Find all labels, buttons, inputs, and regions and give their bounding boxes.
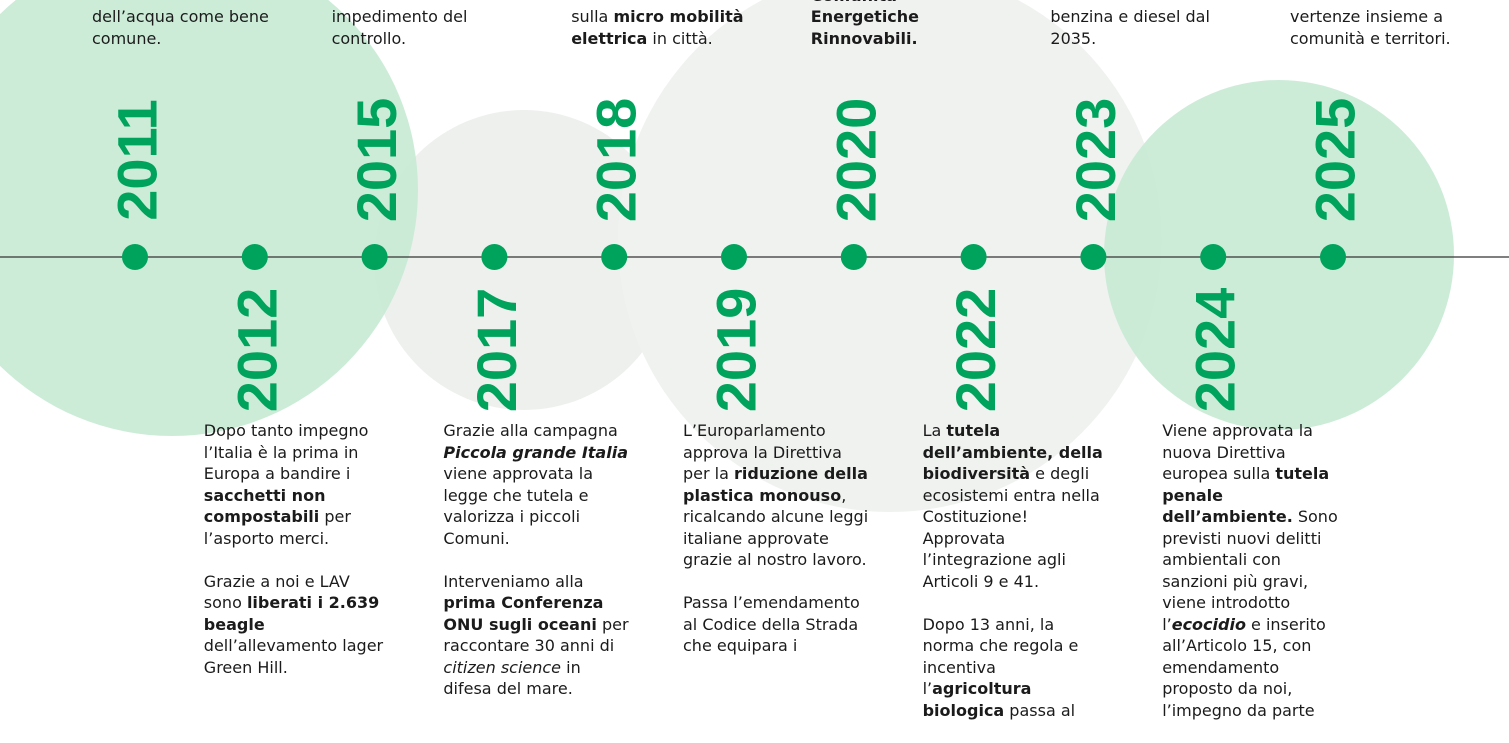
event-text: La tutela dell’ambiente, della biodivers… (923, 420, 1109, 721)
year-label: 2012 (225, 288, 288, 413)
text-run: tutela penale dell’ambiente. (1162, 464, 1330, 526)
text-run: ecocidio (1171, 614, 1246, 634)
text-run: Sono previsti nuovi delitti ambientali c… (1162, 507, 1338, 634)
timeline-dot (1200, 244, 1227, 270)
paragraph: Dopo tanto impegno l’Italia è la prima i… (204, 420, 390, 549)
timeline-dot (601, 244, 628, 270)
text-run: impedimento del controllo. (331, 7, 468, 48)
paragraph: Dopo 13 anni, la norma che regola e ince… (923, 614, 1109, 722)
text-run: e inserito all’Articolo 15, con emendame… (1162, 614, 1326, 720)
text-run: dell’allevamento lager Green Hill. (203, 636, 384, 677)
timeline-dot (840, 244, 867, 270)
event-text: L’Europarlamento approva la Direttiva pe… (683, 420, 869, 657)
year-label: 2018 (585, 98, 648, 223)
timeline-dot (960, 244, 987, 270)
text-run: tutela dell’ambiente, della biodiversità (922, 421, 1103, 483)
paragraph: dell’acqua come bene comune. (92, 6, 278, 49)
event-text: Grazie alla campagna Piccola grande Ital… (443, 420, 629, 700)
text-run: sacchetti non compostabili (203, 485, 326, 527)
event-text: benzina e diesel dal 2035. (1050, 6, 1236, 49)
text-run: riduzione della plastica monouso (683, 464, 868, 505)
timeline-dot (481, 244, 508, 270)
paragraph: Interveniamo alla prima Conferenza ONU s… (443, 571, 629, 700)
paragraph: sulla micro mobilità elettrica in città. (571, 6, 757, 49)
paragraph: impedimento del controllo. (332, 6, 518, 49)
text-run: per raccontare 30 anni di (443, 614, 629, 656)
text-run: Piccola grande Italia (443, 442, 628, 462)
text-run: sulla (571, 7, 614, 26)
paragraph: L’Europarlamento approva la Direttiva pe… (683, 420, 869, 571)
year-label: 2020 (824, 98, 887, 223)
text-run: L’Europarlamento approva la Direttiva pe… (683, 421, 842, 483)
paragraph: Grazie alla campagna Piccola grande Ital… (443, 420, 629, 549)
timeline-dot (721, 244, 747, 270)
text-run: micro mobilità elettrica (571, 7, 744, 48)
text-run: Viene approvata la nuova Direttiva europ… (1162, 421, 1313, 483)
year-label: 2019 (705, 288, 768, 413)
decor-circle (374, 110, 674, 410)
paragraph: benzina e diesel dal 2035. (1050, 6, 1236, 49)
year-label: 2011 (106, 99, 169, 221)
paragraph: La tutela dell’ambiente, della biodivers… (923, 420, 1109, 592)
text-run: agricoltura biologica (922, 679, 1032, 720)
text-run: prima Conferenza ONU sugli oceani (443, 593, 604, 634)
decor-circle (0, 0, 418, 436)
timeline-dot (1080, 244, 1107, 270)
paragraph: Passa l’emendamento al Codice della Stra… (683, 592, 869, 657)
text-run: passa al (1004, 700, 1076, 720)
timeline-dot (122, 244, 148, 270)
text-run: viene approvata la legge che tutela e va… (443, 464, 594, 548)
text-run: Comunità Energetiche Rinnovabili. (810, 0, 920, 48)
text-run: Dopo tanto impegno l’Italia è la prima i… (203, 421, 369, 483)
year-label: 2024 (1184, 288, 1247, 413)
paragraph: Grazie a noi e LAV sono liberati i 2.639… (204, 571, 390, 679)
event-text: Comunità Energetiche Rinnovabili. (811, 0, 997, 49)
text-run: , ricalcando alcune leggi italiane appro… (683, 485, 869, 570)
text-run: liberati i 2.639 beagle (203, 593, 380, 634)
text-run: La (922, 421, 947, 440)
text-run: per l’asporto merci. (203, 507, 351, 548)
event-text: impedimento del controllo. (332, 6, 518, 49)
decor-circle (618, 0, 1162, 512)
text-run: dell’acqua come bene comune. (92, 7, 269, 48)
event-text: dell’acqua come bene comune. (92, 6, 278, 49)
decor-circle (1104, 80, 1454, 430)
year-label: 2025 (1304, 98, 1367, 223)
event-text: vertenze insieme a comunità e territori. (1290, 6, 1476, 49)
event-text: Viene approvata la nuova Direttiva europ… (1162, 420, 1348, 721)
timeline-dot (241, 244, 268, 270)
year-label: 2017 (465, 288, 528, 413)
year-label: 2022 (944, 288, 1007, 413)
text-run: Interveniamo alla (443, 571, 584, 591)
paragraph: vertenze insieme a comunità e territori. (1290, 6, 1476, 49)
paragraph: Viene approvata la nuova Direttiva europ… (1162, 420, 1348, 721)
event-text: sulla micro mobilità elettrica in città. (571, 6, 757, 49)
timeline-dot (1320, 244, 1346, 270)
text-run: e degli ecosistemi entra nella Costituzi… (922, 464, 1100, 591)
paragraph: Comunità Energetiche Rinnovabili. (811, 0, 997, 49)
text-run: in difesa del mare. (443, 657, 581, 699)
text-run: Grazie a noi e LAV sono (203, 571, 350, 613)
year-label: 2015 (345, 98, 408, 223)
year-label: 2023 (1064, 98, 1127, 223)
text-run: benzina e diesel dal 2035. (1050, 7, 1210, 48)
text-run: Dopo 13 anni, la norma che regola e ince… (922, 614, 1079, 699)
text-run: vertenze insieme a comunità e territori. (1290, 7, 1451, 48)
text-run: Passa l’emendamento al Codice della Stra… (683, 593, 860, 655)
text-run: in città. (647, 28, 713, 48)
timeline-dot (361, 244, 388, 270)
text-run: citizen science (443, 657, 562, 677)
event-text: Dopo tanto impegno l’Italia è la prima i… (204, 420, 390, 678)
text-run: Grazie alla campagna (443, 421, 618, 440)
